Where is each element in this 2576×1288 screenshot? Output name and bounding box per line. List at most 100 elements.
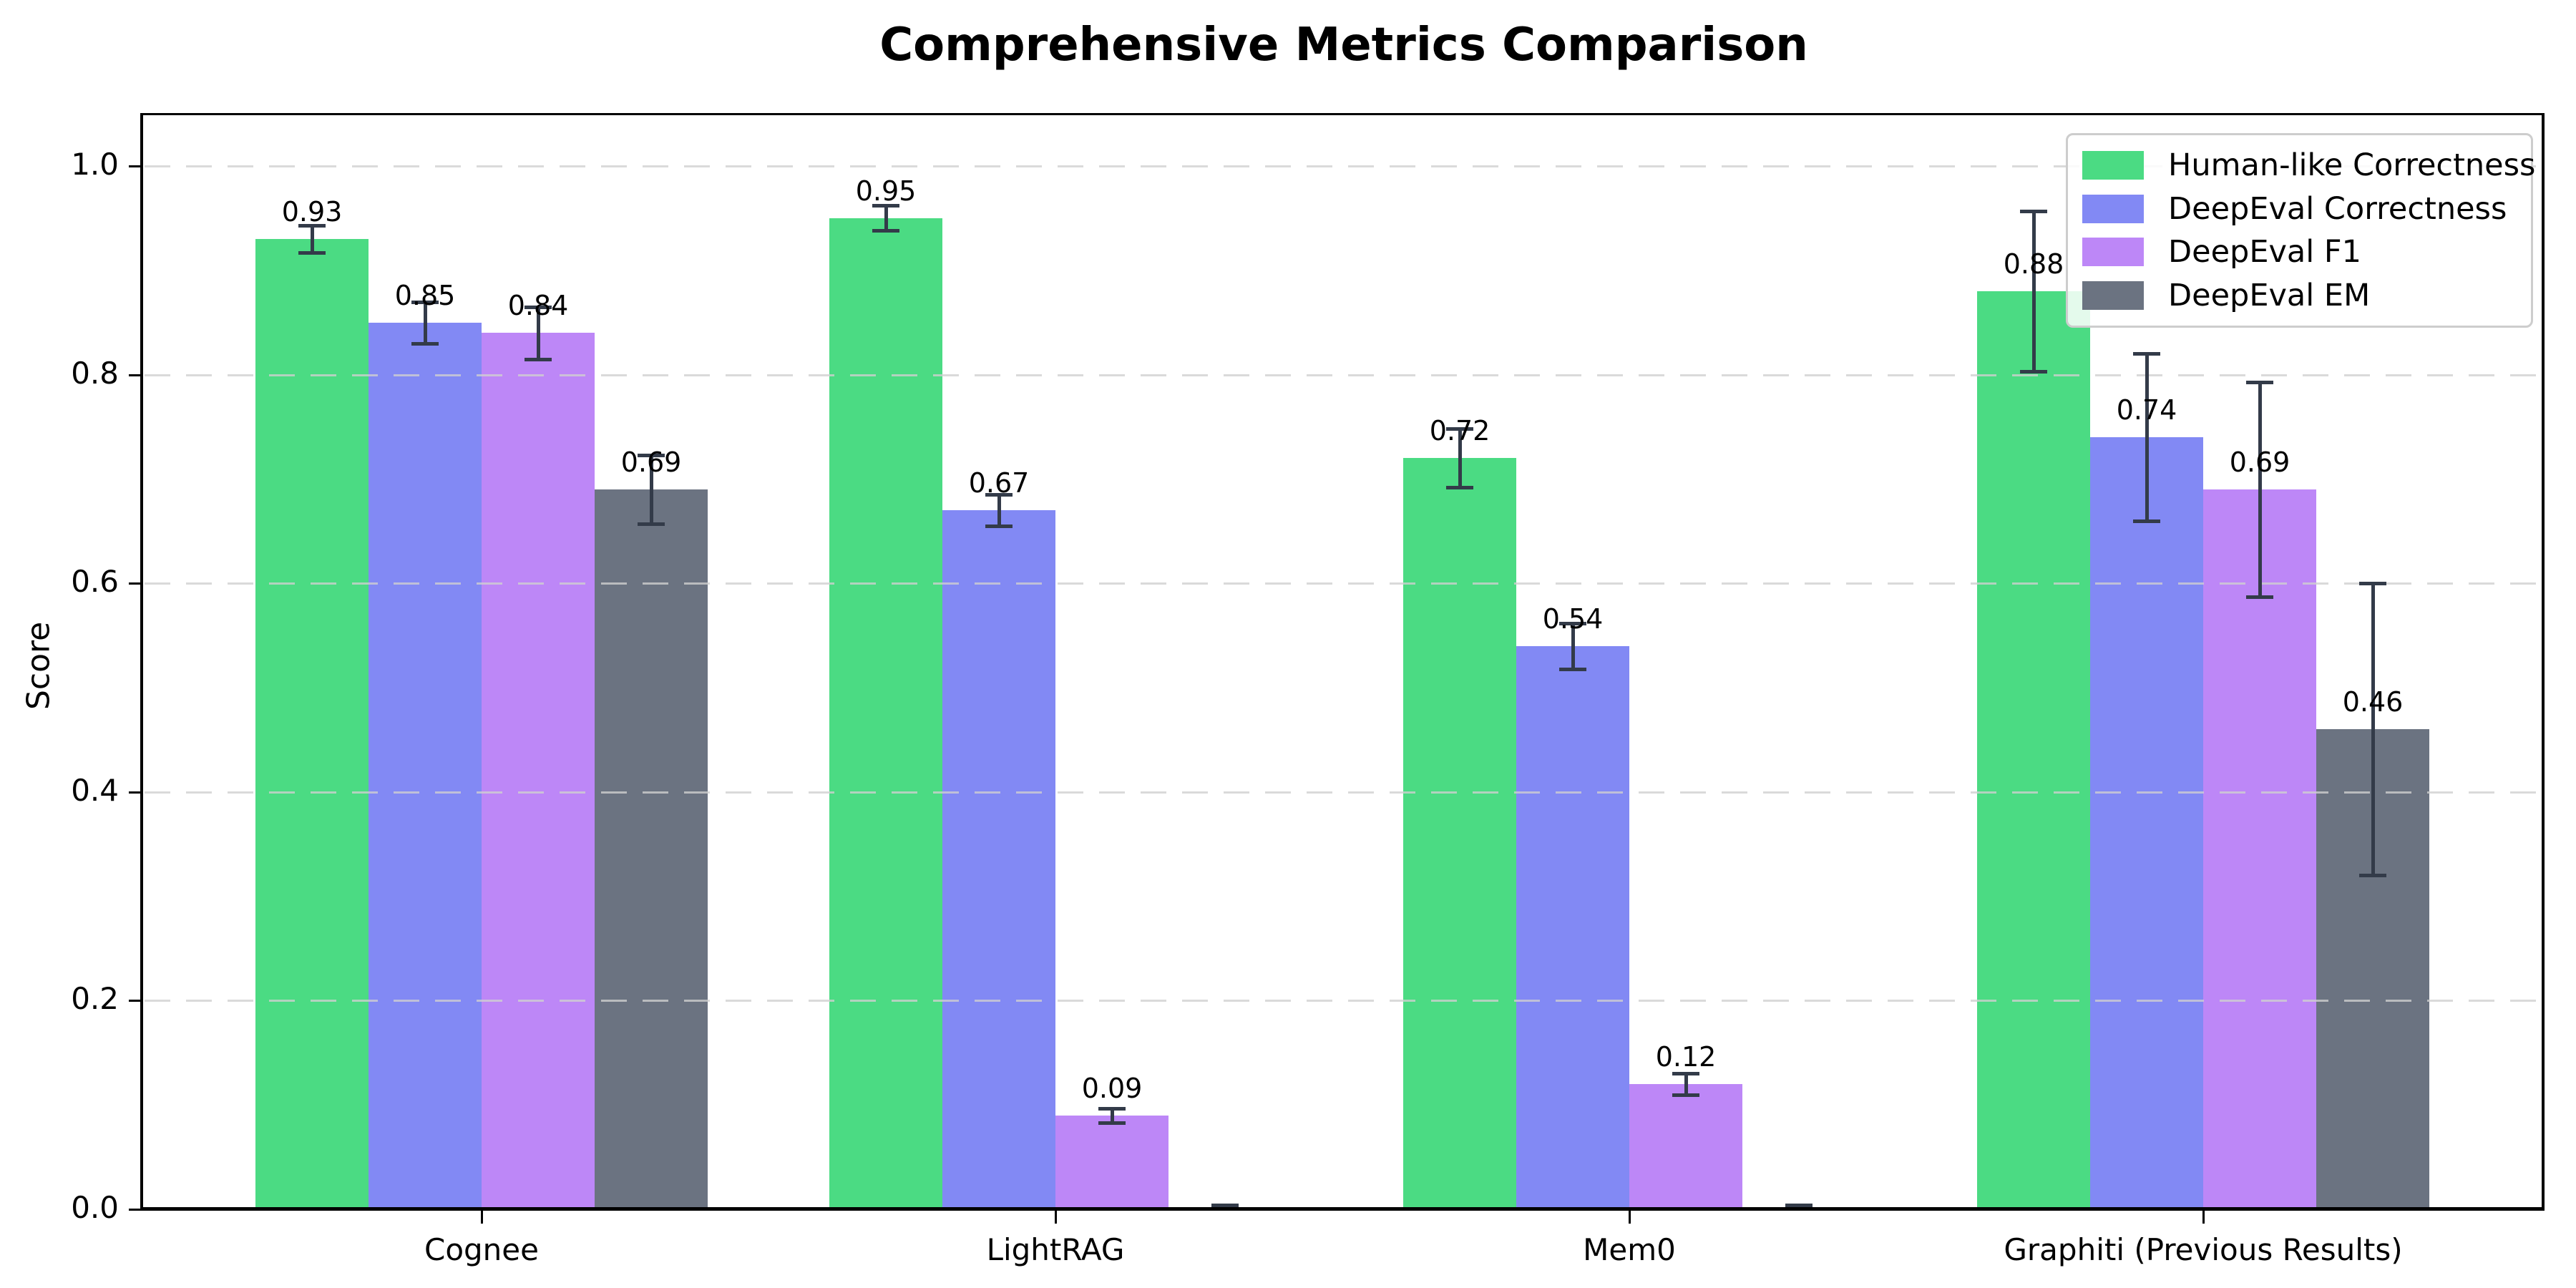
bar-value-label: 0.84 [507, 290, 569, 322]
legend: Human-like Correctness DeepEval Correctne… [2066, 133, 2535, 328]
error-bar-cap [1098, 1106, 1126, 1111]
bar-value-label: 0.69 [2229, 446, 2290, 478]
error-bar-cap [1559, 621, 1586, 625]
legend-swatch [2082, 238, 2144, 267]
bar-value-label: 0.74 [2116, 394, 2177, 426]
x-tick [2202, 1211, 2205, 1224]
error-bar-cap [1559, 667, 1586, 671]
bar-value-label: 0.72 [1429, 415, 1491, 447]
error-bar-cap [2020, 370, 2047, 374]
error-bar-cap [411, 341, 439, 346]
bar [829, 218, 942, 1209]
error-bar-cap [1446, 427, 1473, 431]
error-bar [2258, 381, 2262, 597]
error-bar-cap [1211, 1204, 1239, 1208]
error-bar-cap [2246, 380, 2273, 384]
error-bar-cap [1672, 1093, 1699, 1097]
x-tick [1629, 1211, 1631, 1224]
y-tick-label: 0.2 [71, 981, 119, 1017]
error-bar [537, 306, 540, 359]
error-bar [2032, 210, 2036, 372]
error-bar-cap [2359, 874, 2386, 878]
bar [942, 510, 1055, 1209]
bar-value-label: 0.46 [2342, 686, 2404, 718]
y-tick [129, 1209, 143, 1211]
left-spine [140, 113, 143, 1211]
y-tick-label: 0.8 [71, 355, 119, 391]
error-bar-cap [2359, 582, 2386, 586]
error-bar [1571, 623, 1575, 669]
legend-item: DeepEval EM [2082, 278, 2531, 313]
y-tick [129, 165, 143, 167]
y-tick-label: 0.0 [71, 1190, 119, 1225]
x-tick-label: Cognee [424, 1232, 539, 1267]
error-bar-cap [298, 224, 326, 228]
x-tick [481, 1211, 483, 1224]
gridline [145, 374, 2540, 376]
error-bar [1684, 1073, 1688, 1095]
bar [595, 489, 708, 1209]
bar-value-label: 0.85 [394, 279, 456, 311]
error-bar [884, 205, 888, 231]
bar [369, 322, 482, 1209]
gridline [145, 582, 2540, 585]
y-tick [129, 791, 143, 794]
x-tick-label: LightRAG [986, 1232, 1125, 1267]
gridline [145, 1000, 2540, 1002]
bar-value-label: 0.88 [2003, 248, 2064, 280]
y-tick-label: 0.6 [71, 564, 119, 600]
right-spine [2542, 113, 2545, 1211]
error-bar-cap [2020, 209, 2047, 213]
legend-item: Human-like Correctness [2082, 147, 2535, 183]
error-bar [1458, 429, 1462, 488]
legend-item: DeepEval F1 [2082, 234, 2531, 270]
y-tick-label: 0.4 [71, 772, 119, 808]
legend-item: DeepEval Correctness [2082, 191, 2531, 227]
x-tick-label: Mem0 [1583, 1232, 1676, 1267]
chart-title: Comprehensive Metrics Comparison [879, 19, 1808, 72]
error-bar-cap [525, 357, 552, 361]
error-bar-cap [872, 204, 899, 208]
error-bar [424, 301, 427, 343]
gridline [145, 165, 2540, 167]
gridline [145, 791, 2540, 794]
error-bar-cap [872, 229, 899, 233]
bar [1977, 291, 2090, 1209]
legend-label: DeepEval Correctness [2168, 190, 2507, 227]
x-tick-label: Graphiti (Previous Results) [2004, 1232, 2403, 1267]
legend-swatch [2082, 194, 2144, 223]
y-tick [129, 1000, 143, 1002]
y-tick [129, 582, 143, 585]
bar [1403, 458, 1516, 1209]
error-bar-cap [411, 300, 439, 304]
error-bar-cap [2133, 519, 2160, 523]
error-bar-cap [985, 493, 1013, 497]
error-bar-cap [2133, 352, 2160, 356]
bar [2090, 437, 2203, 1209]
error-bar-cap [638, 522, 665, 527]
bar-value-label: 0.09 [1081, 1072, 1143, 1104]
error-bar-cap [985, 525, 1013, 528]
error-bar [997, 494, 1001, 526]
bar-value-label: 0.54 [1542, 602, 1604, 635]
bar [1629, 1084, 1742, 1209]
bar [1516, 645, 1629, 1209]
error-bar-cap [1785, 1204, 1813, 1208]
y-tick [129, 374, 143, 376]
bar-value-label: 0.95 [855, 175, 917, 207]
bar [482, 333, 595, 1209]
error-bar-cap [1446, 486, 1473, 490]
bar [1055, 1115, 1169, 1209]
error-bar [650, 454, 653, 525]
error-bar-cap [2246, 595, 2273, 600]
y-tick-label: 1.0 [71, 147, 119, 182]
bar-value-label: 0.69 [620, 446, 682, 478]
error-bar-cap [1098, 1121, 1126, 1125]
legend-label: DeepEval F1 [2168, 234, 2361, 270]
error-bar [2371, 583, 2375, 876]
error-bar-cap [298, 251, 326, 255]
error-bar-cap [1672, 1072, 1699, 1076]
bottom-spine [140, 1207, 2545, 1211]
error-bar [311, 225, 314, 253]
